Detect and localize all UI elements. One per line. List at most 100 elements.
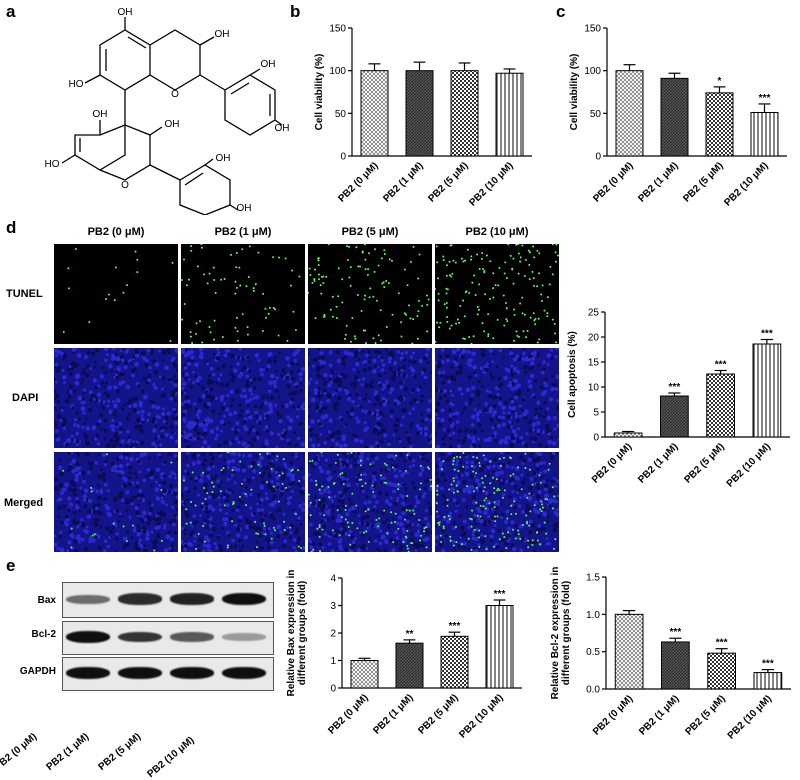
y-tick-label: 0.0 bbox=[586, 685, 600, 696]
panel-label-d: d bbox=[6, 218, 17, 237]
x-tick-label: PB2 (5 μM) bbox=[683, 693, 727, 737]
y-tick-label: 0 bbox=[595, 152, 601, 163]
panel-label-e: e bbox=[6, 556, 16, 575]
micro-row-header: DAPI bbox=[12, 392, 39, 404]
y-axis-label: different groups (fold) bbox=[297, 581, 308, 685]
bar bbox=[395, 642, 424, 689]
x-tick-label: PB2 (5 μM) bbox=[416, 692, 460, 736]
bar bbox=[360, 70, 389, 157]
significance-label: ** bbox=[406, 629, 414, 640]
micrograph-tile bbox=[435, 452, 559, 552]
x-tick-label: PB2 (1 μM) bbox=[381, 160, 425, 204]
x-tick-label: PB2 (0 μM) bbox=[336, 160, 380, 204]
structure-label: HO bbox=[45, 159, 60, 170]
blot-band bbox=[170, 632, 214, 642]
y-tick-label: 5 bbox=[593, 408, 599, 419]
micrograph-tile bbox=[435, 348, 559, 448]
blot-band bbox=[222, 633, 266, 641]
micrograph-tile bbox=[54, 348, 178, 448]
x-tick-label: PB2 (1 μM) bbox=[371, 692, 415, 736]
y-tick-label: 0 bbox=[340, 152, 346, 163]
significance-label: * bbox=[718, 76, 722, 87]
blot-row-label: Bax bbox=[37, 595, 56, 606]
y-axis-label: Cell viability (%) bbox=[314, 54, 325, 131]
bar bbox=[495, 72, 524, 157]
y-axis-label: Relative Bcl-2 expression in bbox=[550, 567, 561, 700]
micrograph-tile bbox=[181, 348, 305, 448]
micro-row-header: TUNEL bbox=[6, 288, 43, 300]
bar bbox=[707, 652, 736, 690]
structure-label: OH bbox=[165, 119, 180, 130]
y-tick-label: 1.5 bbox=[586, 573, 600, 584]
structure-label: OH bbox=[118, 7, 133, 18]
blot-row-label: Bcl-2 bbox=[31, 629, 56, 640]
bar bbox=[405, 70, 434, 157]
chemical-structure: OH HO OH OH OH O OH OH HO O OH OH bbox=[45, 7, 290, 215]
y-tick-label: 2 bbox=[330, 629, 336, 640]
significance-label: *** bbox=[715, 360, 727, 371]
blot-band bbox=[170, 667, 214, 679]
blot-band bbox=[66, 667, 110, 679]
x-tick-label: PB2 (10 μM) bbox=[725, 441, 773, 489]
y-tick-label: 50 bbox=[590, 109, 602, 120]
y-tick-label: 25 bbox=[588, 308, 600, 319]
bar bbox=[613, 432, 643, 438]
significance-label: *** bbox=[759, 93, 771, 104]
blot-band bbox=[118, 667, 162, 679]
y-tick-label: 100 bbox=[584, 66, 601, 77]
y-tick-label: 150 bbox=[584, 24, 601, 35]
blot-lane-label: PB2 (0 μM) bbox=[0, 731, 40, 773]
bar bbox=[750, 111, 779, 157]
x-tick-label: PB2 (0 μM) bbox=[326, 692, 370, 736]
significance-label: *** bbox=[716, 638, 728, 649]
x-tick-label: PB2 (10 μM) bbox=[467, 160, 515, 208]
blot-lane-label: PB2 (1 μM) bbox=[44, 731, 92, 773]
y-tick-label: 0.5 bbox=[586, 647, 600, 658]
micrograph-tile bbox=[54, 452, 178, 552]
micro-col-header: PB2 (10 μM) bbox=[465, 226, 529, 238]
panel-label-b: b bbox=[290, 2, 301, 21]
structure-label: O bbox=[121, 180, 129, 191]
chart-e-bax-expression: Relative Bax expression in different grou… bbox=[286, 570, 522, 741]
blot-band bbox=[222, 667, 266, 679]
y-tick-label: 1.0 bbox=[586, 610, 600, 621]
structure-label: OH bbox=[215, 29, 230, 40]
micrograph-tile bbox=[181, 452, 305, 552]
panel-label-a: a bbox=[6, 2, 16, 21]
micro-col-header: PB2 (0 μM) bbox=[87, 226, 145, 238]
y-tick-label: 100 bbox=[329, 66, 346, 77]
y-tick-label: 3 bbox=[330, 601, 336, 612]
bar bbox=[615, 70, 644, 157]
bar bbox=[485, 605, 514, 689]
x-tick-label: PB2 (5 μM) bbox=[681, 160, 725, 204]
x-tick-label: PB2 (5 μM) bbox=[682, 441, 726, 485]
y-axis-label: Cell viability (%) bbox=[569, 54, 580, 131]
significance-label: *** bbox=[494, 589, 506, 600]
y-tick-label: 20 bbox=[588, 333, 600, 344]
micrograph-tile bbox=[308, 452, 432, 552]
bar bbox=[661, 641, 690, 690]
blot-band bbox=[118, 631, 162, 643]
blot-band bbox=[170, 593, 214, 605]
y-tick-label: 0 bbox=[593, 433, 599, 444]
structure-label: HO bbox=[69, 79, 84, 90]
bar bbox=[350, 660, 379, 689]
micrograph-tile bbox=[308, 244, 432, 344]
structure-label: O bbox=[171, 89, 179, 100]
blot-row-label: GAPDH bbox=[19, 666, 56, 677]
micrograph-tile bbox=[435, 244, 559, 344]
panel-label-c: c bbox=[556, 2, 566, 21]
blot-band bbox=[66, 631, 110, 643]
micrograph-tile bbox=[54, 244, 178, 344]
structure-label: OH bbox=[261, 59, 276, 70]
bar bbox=[706, 373, 735, 438]
y-tick-label: 15 bbox=[588, 358, 600, 369]
x-tick-label: PB2 (10 μM) bbox=[726, 693, 774, 741]
y-axis-label: Cell apoptosis (%) bbox=[567, 331, 578, 418]
chart-e-bcl2-expression: Relative Bcl-2 expression in different gr… bbox=[550, 567, 791, 742]
blot-lane-label: PB2 (5 μM) bbox=[96, 731, 144, 773]
structure-label: OH bbox=[216, 153, 231, 164]
bar bbox=[705, 92, 734, 157]
y-tick-label: 0 bbox=[330, 684, 336, 695]
